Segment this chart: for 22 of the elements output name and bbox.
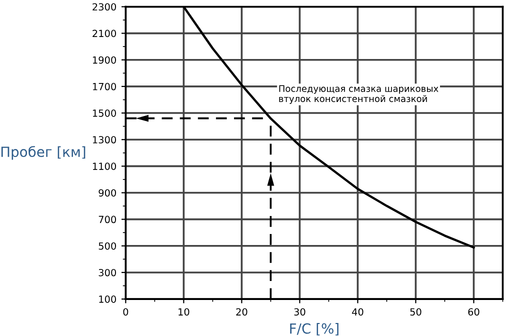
y-tick-label: 900 xyxy=(98,189,116,197)
x-tick-label: 50 xyxy=(410,308,422,316)
y-tick-label: 1500 xyxy=(92,109,116,117)
y-axis-title: Пробег [км] xyxy=(1,146,86,160)
x-axis-title: F/C [%] xyxy=(290,323,338,336)
y-tick-label: 500 xyxy=(98,242,116,250)
x-tick-label: 20 xyxy=(236,308,248,316)
x-tick-label: 40 xyxy=(352,308,364,316)
y-tick-label: 700 xyxy=(98,216,116,224)
y-tick-label: 1100 xyxy=(92,162,116,170)
y-tick-label: 100 xyxy=(99,296,116,303)
y-tick-label: 1700 xyxy=(92,82,116,90)
annotation: Последующая смазка шариковых втулок консистентной смазкой xyxy=(279,85,438,104)
y-tick-label: 2100 xyxy=(92,30,116,38)
y-tick-label: 300 xyxy=(98,268,116,276)
x-tick-label: 60 xyxy=(468,308,480,316)
x-tick-label: 30 xyxy=(294,308,306,316)
y-tick-label: 1900 xyxy=(92,56,116,64)
y-tick-label: 1300 xyxy=(92,136,116,144)
x-tick-label: 10 xyxy=(178,308,190,316)
x-tick-label: 0 xyxy=(123,308,128,316)
y-tick-label: 2300 xyxy=(92,3,116,11)
